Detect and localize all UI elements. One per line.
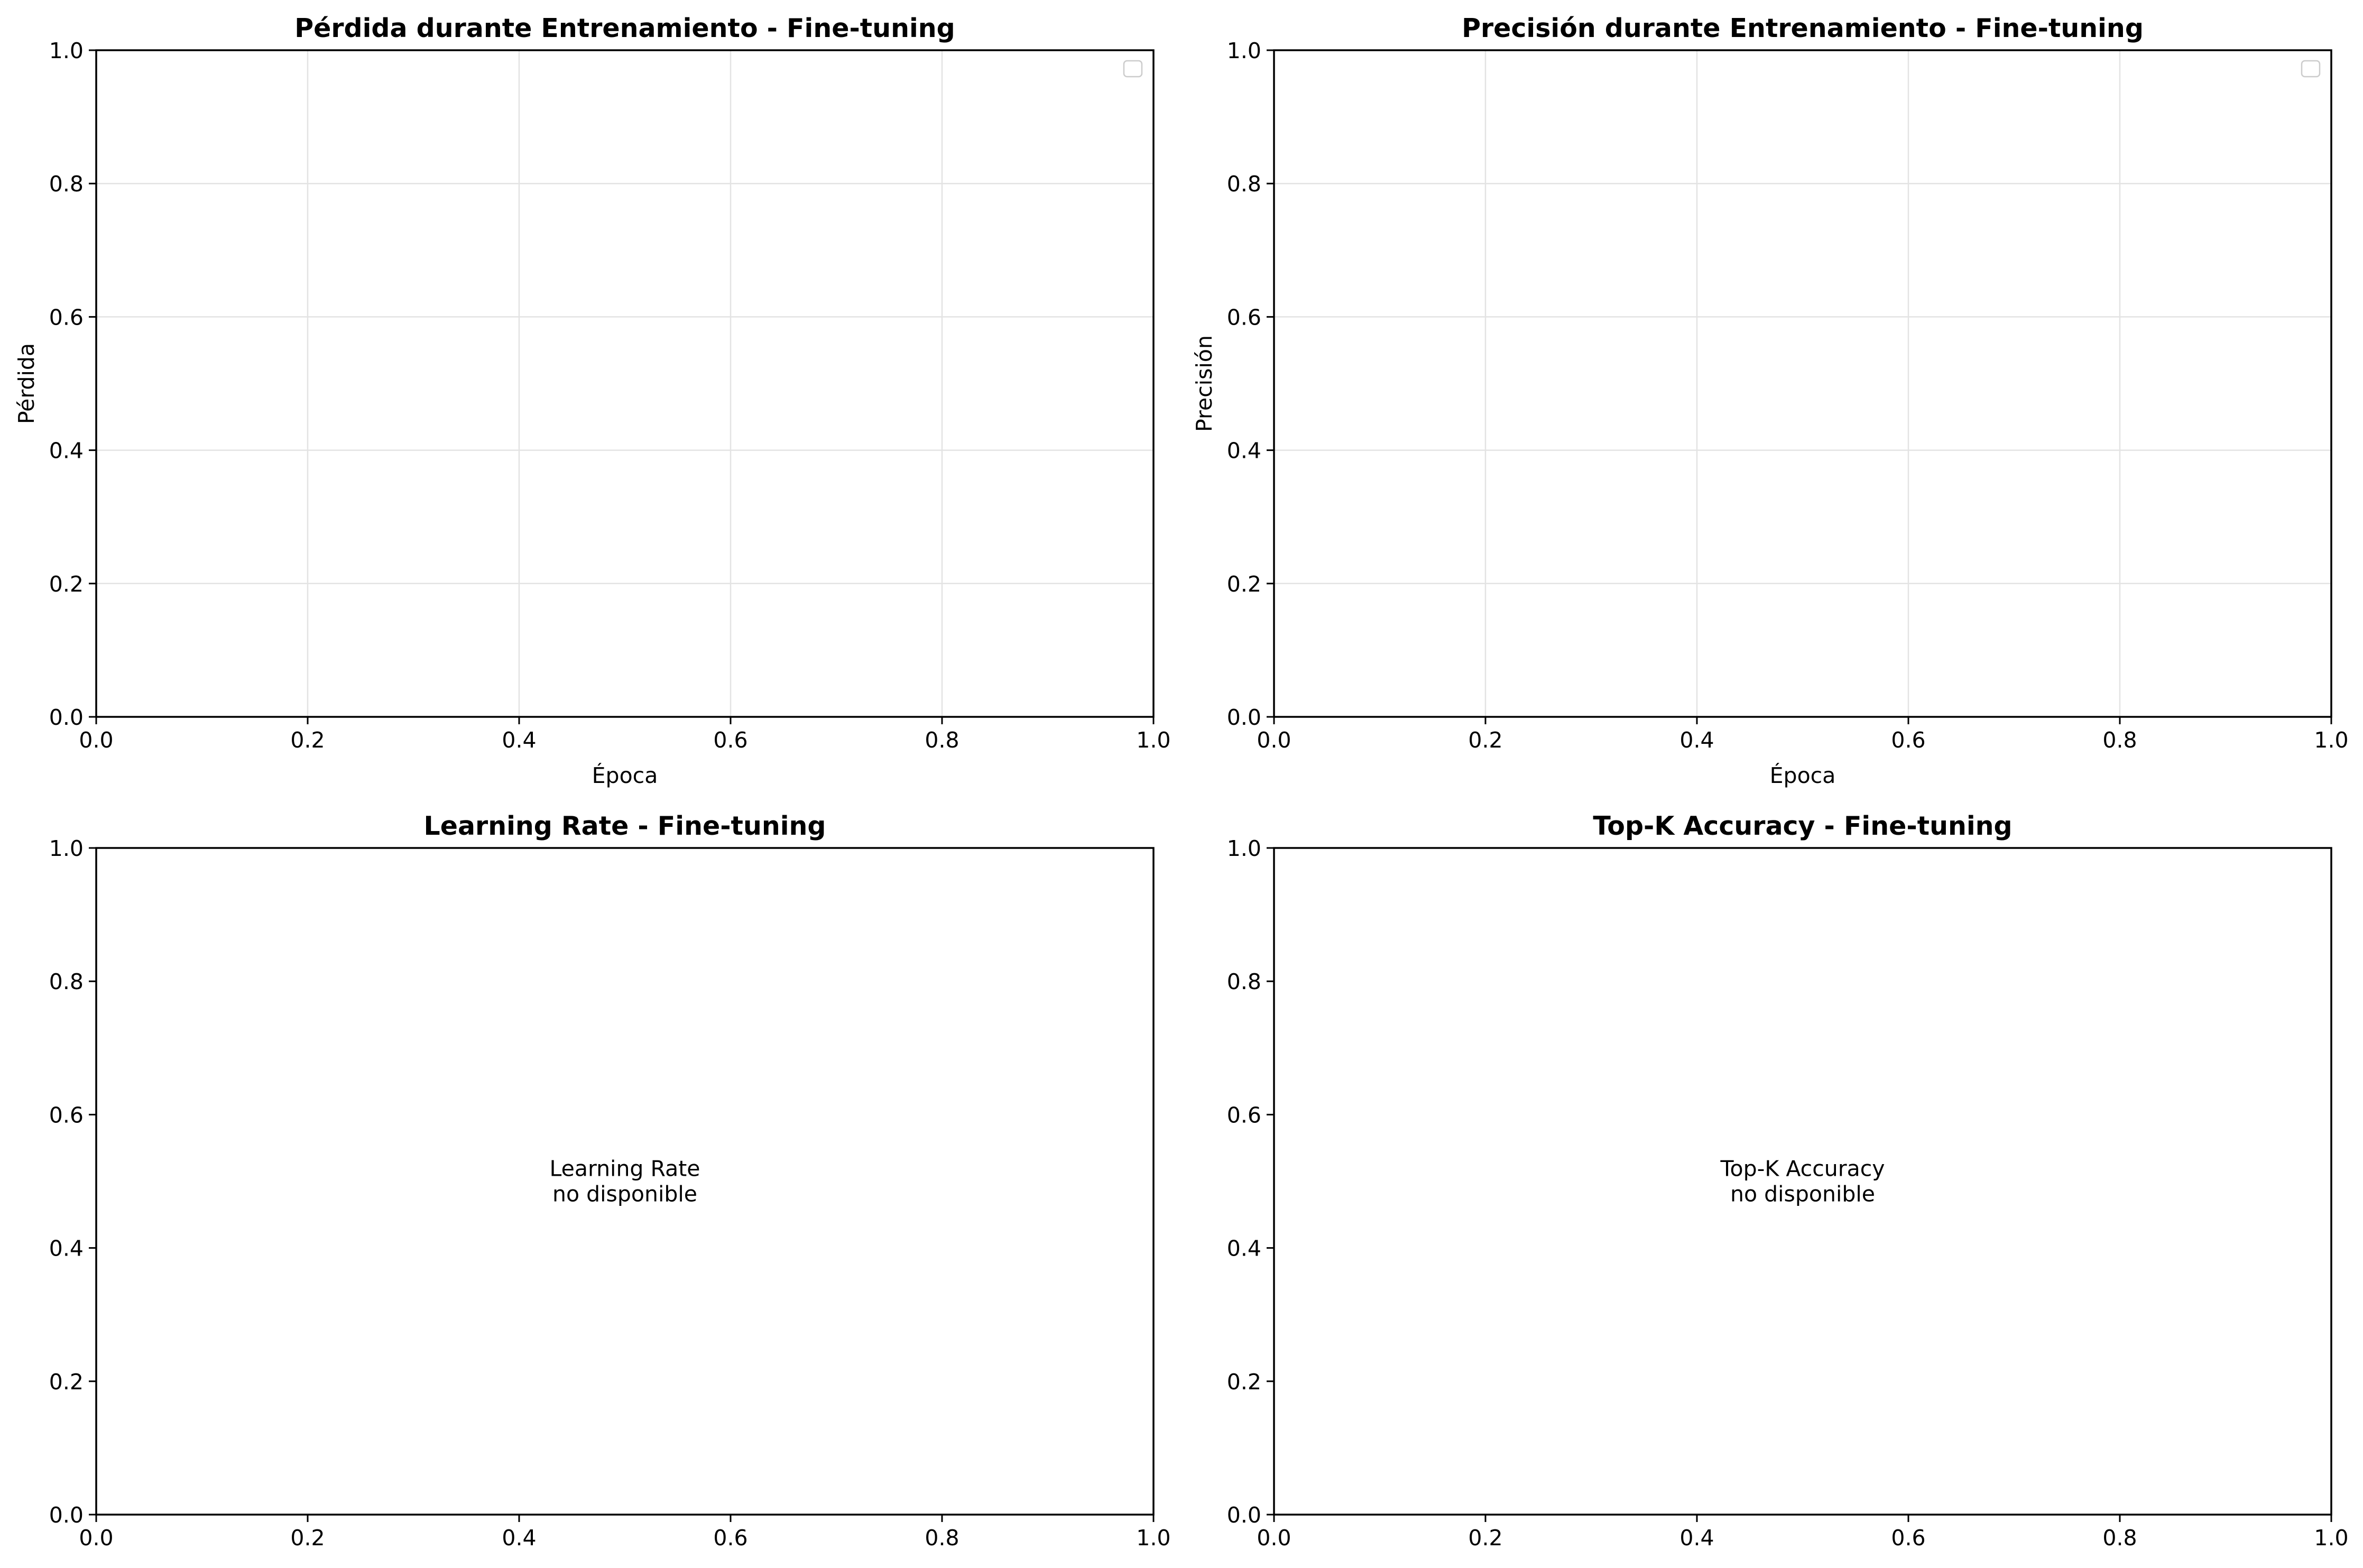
- chart-panel-3: 0.0 0.2 0.4 0.6 0.8 1.0 0.0 0.2 0.4 0.6 0.8 1.0 Lear…: [49, 811, 1171, 1551]
- axes-frame: [1273, 847, 2332, 1516]
- x-tick-label: 0.8: [2102, 1525, 2137, 1551]
- chart-title: Learning Rate - Fine-tuning: [424, 811, 826, 841]
- chart-panel-2: 0.0 0.2 0.4 0.6 0.8 1.0 0.0 0.2 0.4 0.6 0.8 1.0 Prec…: [1192, 13, 2349, 788]
- x-tick-label: 0.6: [713, 727, 747, 753]
- x-tick-label: 0.0: [1257, 727, 1291, 753]
- y-tick-label: 0.0: [1227, 1502, 1261, 1528]
- y-tick-label: 0.8: [1227, 171, 1261, 197]
- axes-frame: [95, 49, 1155, 718]
- x-tick-label: 0.8: [925, 727, 959, 753]
- y-tick-label: 1.0: [1227, 836, 1261, 861]
- x-tick-label: 0.4: [502, 727, 536, 753]
- annotation-text: no disponible: [1730, 1182, 1875, 1207]
- y-tick-label: 0.4: [1227, 438, 1261, 464]
- y-tick-label: 0.2: [1227, 571, 1261, 597]
- chart-title: Top-K Accuracy - Fine-tuning: [1593, 811, 2012, 841]
- x-tick-label: 1.0: [1136, 1525, 1170, 1551]
- x-tick-label: 1.0: [2314, 1525, 2348, 1551]
- y-tick-label: 0.8: [49, 969, 84, 994]
- x-tick-label: 1.0: [2314, 727, 2348, 753]
- x-tick-label: 0.6: [713, 1525, 747, 1551]
- x-tick-label: 0.2: [290, 727, 325, 753]
- y-tick-label: 0.0: [49, 705, 84, 730]
- y-axis-label: Pérdida: [14, 343, 39, 424]
- axes-frame: [1273, 49, 2332, 718]
- y-tick-label: 0.8: [49, 171, 84, 197]
- legend-box: [1123, 60, 1143, 78]
- chart-title: Precisión durante Entrenamiento - Fine-t…: [1462, 13, 2144, 43]
- annotation-text: Top-K Accuracy: [1720, 1156, 1885, 1182]
- y-tick-label: 0.4: [49, 438, 84, 464]
- x-tick-label: 0.0: [79, 727, 113, 753]
- y-tick-label: 1.0: [1227, 38, 1261, 63]
- y-tick-label: 1.0: [49, 836, 84, 861]
- y-tick-label: 0.6: [1227, 1102, 1261, 1128]
- y-tick-label: 1.0: [49, 38, 84, 63]
- x-tick-label: 1.0: [1136, 727, 1170, 753]
- x-tick-label: 0.4: [502, 1525, 536, 1551]
- x-tick-label: 0.6: [1891, 1525, 1925, 1551]
- x-tick-label: 0.2: [290, 1525, 325, 1551]
- x-axis-label: Época: [1770, 763, 1836, 788]
- x-tick-label: 0.0: [1257, 1525, 1291, 1551]
- chart-title: Pérdida durante Entrenamiento - Fine-tun…: [294, 13, 955, 43]
- x-axis-label: Época: [592, 763, 658, 788]
- axes-frame: [95, 847, 1155, 1516]
- x-tick-label: 0.2: [1468, 1525, 1502, 1551]
- x-tick-label: 0.8: [925, 1525, 959, 1551]
- y-tick-label: 0.2: [1227, 1369, 1261, 1395]
- y-axis-label: Precisión: [1192, 335, 1217, 432]
- x-tick-label: 0.4: [1679, 727, 1714, 753]
- y-tick-label: 0.2: [49, 1369, 84, 1395]
- y-tick-label: 0.6: [1227, 305, 1261, 330]
- y-tick-label: 0.8: [1227, 969, 1261, 994]
- x-tick-label: 0.8: [2102, 727, 2137, 753]
- x-tick-label: 0.2: [1468, 727, 1502, 753]
- chart-panel-4: 0.0 0.2 0.4 0.6 0.8 1.0 0.0 0.2 0.4 0.6 0.8 1.0 Top-…: [1227, 811, 2349, 1551]
- x-tick-label: 0.6: [1891, 727, 1925, 753]
- annotation-text: no disponible: [552, 1182, 697, 1207]
- y-tick-label: 0.6: [49, 305, 84, 330]
- y-tick-label: 0.4: [1227, 1236, 1261, 1261]
- y-tick-label: 0.4: [49, 1236, 84, 1261]
- legend-box: [2301, 60, 2321, 78]
- x-tick-label: 0.4: [1679, 1525, 1714, 1551]
- y-tick-label: 0.6: [49, 1102, 84, 1128]
- y-tick-label: 0.0: [1227, 705, 1261, 730]
- chart-panel-1: 0.0 0.2 0.4 0.6 0.8 1.0 0.0 0.2 0.4 0.6 0.8 1.0 Pérd…: [14, 13, 1171, 788]
- y-tick-label: 0.0: [49, 1502, 84, 1528]
- y-tick-label: 0.2: [49, 571, 84, 597]
- x-tick-label: 0.0: [79, 1525, 113, 1551]
- annotation-text: Learning Rate: [549, 1156, 700, 1182]
